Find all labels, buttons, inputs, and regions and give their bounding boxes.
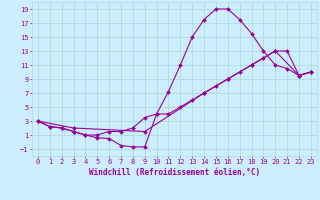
- X-axis label: Windchill (Refroidissement éolien,°C): Windchill (Refroidissement éolien,°C): [89, 168, 260, 177]
